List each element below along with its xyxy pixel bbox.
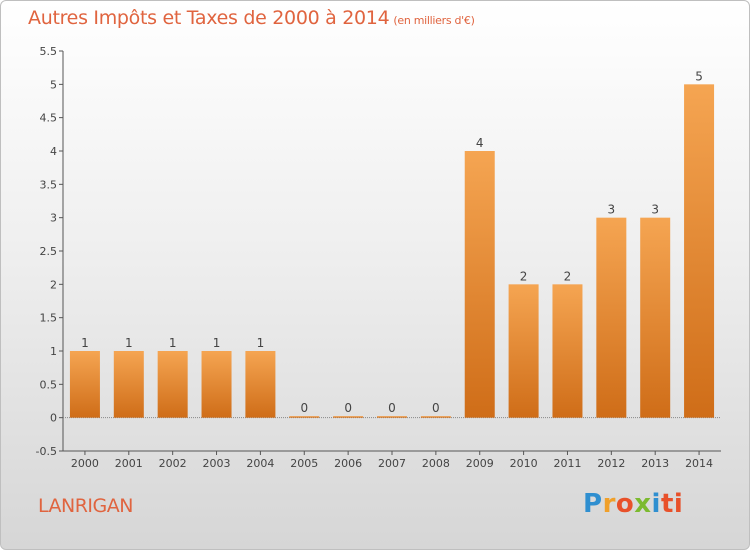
y-tick-label: 2.5 xyxy=(40,245,58,258)
x-tick-label: 2009 xyxy=(466,457,494,470)
logo-letter: P xyxy=(583,489,603,519)
y-tick-label: 0.5 xyxy=(40,378,58,391)
bar xyxy=(508,284,539,418)
bar xyxy=(201,351,232,418)
chart-title: Autres Impôts et Taxes de 2000 à 2014 (en… xyxy=(28,7,475,29)
data-label: 1 xyxy=(213,336,221,350)
data-label: 1 xyxy=(81,336,89,350)
data-label: 0 xyxy=(432,401,440,415)
y-tick-label: 1 xyxy=(50,345,57,358)
x-tick-label: 2008 xyxy=(422,457,450,470)
data-label: 3 xyxy=(608,203,616,217)
data-label: 0 xyxy=(344,401,352,415)
logo-letter: x xyxy=(634,489,652,519)
logo-letter: o xyxy=(615,489,635,519)
x-tick-label: 2000 xyxy=(71,457,99,470)
bar xyxy=(69,351,100,418)
proxiti-logo: Proxiti xyxy=(583,489,683,519)
data-label: 0 xyxy=(300,401,308,415)
x-tick-label: 2001 xyxy=(115,457,143,470)
data-label: 4 xyxy=(476,136,484,150)
bar xyxy=(245,351,276,418)
x-tick-label: 2013 xyxy=(641,457,669,470)
x-tick-label: 2011 xyxy=(553,457,581,470)
x-tick-label: 2010 xyxy=(510,457,538,470)
bar xyxy=(420,416,451,418)
data-label: 1 xyxy=(125,336,133,350)
data-label: 2 xyxy=(520,269,528,283)
commune-name: LANRIGAN xyxy=(38,495,133,517)
data-label: 1 xyxy=(169,336,177,350)
data-label: 1 xyxy=(257,336,265,350)
bar xyxy=(333,416,364,418)
y-tick-label: -0.5 xyxy=(36,445,57,458)
chart-unit: (en milliers d'€) xyxy=(393,14,475,27)
y-tick-label: 1.5 xyxy=(40,312,58,325)
bar xyxy=(640,217,671,418)
data-label: 3 xyxy=(651,203,659,217)
bar xyxy=(157,351,188,418)
y-tick-label: 5.5 xyxy=(40,45,58,58)
y-tick-label: 4 xyxy=(50,145,57,158)
y-tick-label: 0 xyxy=(50,412,57,425)
y-tick-label: 3.5 xyxy=(40,178,58,191)
data-label: 2 xyxy=(564,269,572,283)
bar xyxy=(377,416,407,418)
y-tick-label: 3 xyxy=(50,212,57,225)
x-tick-label: 2014 xyxy=(685,457,713,470)
chart-title-text: Autres Impôts et Taxes de 2000 à 2014 xyxy=(28,7,390,29)
bar xyxy=(289,416,320,418)
x-tick-label: 2006 xyxy=(334,457,362,470)
y-tick-label: 2 xyxy=(50,278,57,291)
bar xyxy=(684,84,715,418)
data-label: 0 xyxy=(388,401,396,415)
data-label: 5 xyxy=(695,69,703,83)
y-tick-label: 5 xyxy=(50,78,57,91)
logo-letter: ti xyxy=(660,489,684,519)
logo-letter: i xyxy=(651,489,661,519)
logo-letter: r xyxy=(602,489,616,519)
bar xyxy=(464,151,495,418)
bar xyxy=(113,351,144,418)
x-tick-label: 2012 xyxy=(597,457,625,470)
bar xyxy=(596,217,627,418)
x-tick-label: 2003 xyxy=(203,457,231,470)
x-tick-label: 2002 xyxy=(159,457,187,470)
x-tick-label: 2007 xyxy=(378,457,406,470)
x-tick-label: 2005 xyxy=(290,457,318,470)
y-tick-label: 4.5 xyxy=(40,112,58,125)
x-tick-label: 2004 xyxy=(246,457,274,470)
bar xyxy=(552,284,583,418)
